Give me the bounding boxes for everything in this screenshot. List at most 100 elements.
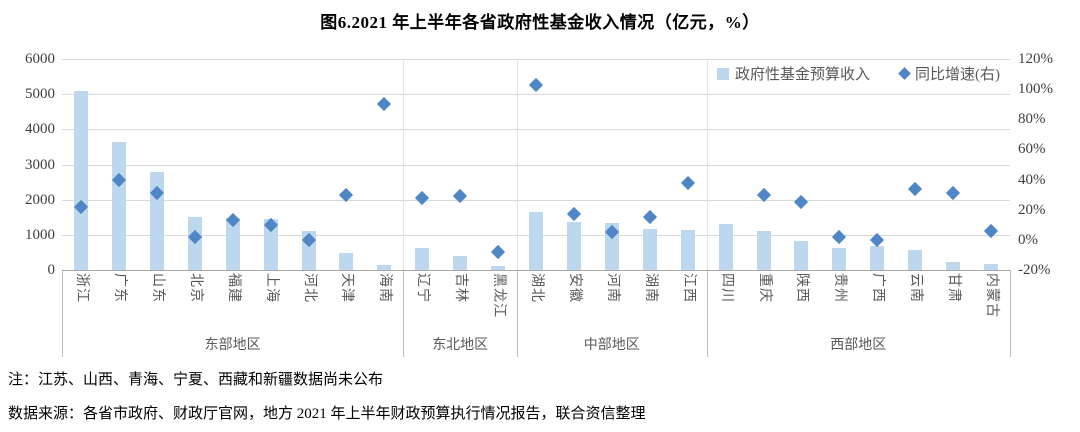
gridline	[62, 59, 1010, 60]
region-separator-plot	[517, 59, 518, 270]
chart-title: 图6.2021 年上半年各省政府性基金收入情况（亿元，%）	[320, 13, 760, 32]
right-axis-tick: 60%	[1018, 141, 1046, 158]
bar	[111, 142, 126, 270]
category-label: 天津	[339, 273, 355, 303]
category-label: 河南	[604, 273, 620, 303]
gridline	[62, 129, 1010, 131]
category-label: 湖北	[529, 273, 544, 303]
region-separator	[517, 270, 518, 357]
bar	[794, 240, 809, 270]
category-label: 内蒙古	[984, 273, 999, 318]
growth-diamond	[566, 207, 581, 222]
gridline	[62, 164, 1010, 166]
legend-item-revenue: 政府性基金预算收入	[716, 63, 870, 84]
bar	[339, 253, 354, 270]
category-label: 甘肃	[946, 273, 962, 303]
growth-diamond	[453, 189, 468, 204]
bar	[946, 261, 961, 270]
bar	[566, 222, 581, 270]
bar	[491, 265, 506, 270]
category-label: 云南	[908, 273, 924, 303]
category-label: 黑龙江	[491, 273, 507, 318]
bar	[263, 219, 278, 270]
region-separator	[403, 270, 405, 357]
right-axis-tick: 120%	[1018, 51, 1053, 67]
category-label: 辽宁	[415, 273, 431, 303]
growth-diamond	[642, 210, 657, 225]
region-label: 中部地区	[583, 338, 640, 353]
growth-diamond	[832, 229, 847, 244]
growth-diamond	[680, 175, 695, 190]
bar	[74, 90, 88, 270]
growth-diamond	[908, 181, 923, 196]
x-axis-line	[62, 270, 1010, 271]
bar	[718, 223, 733, 270]
region-label: 东北地区	[432, 338, 489, 353]
gridline	[62, 199, 1010, 201]
footnote: 注：江苏、山西、青海、宁夏、西藏和新疆数据尚未公布	[8, 372, 384, 388]
right-axis-tick: 20%	[1018, 201, 1046, 218]
diamond-series-swatch-icon	[898, 67, 911, 80]
category-label: 贵州	[832, 273, 848, 303]
bar	[225, 218, 240, 270]
category-label: 广西	[870, 273, 886, 303]
category-label: 河北	[301, 273, 317, 303]
growth-diamond	[946, 186, 961, 201]
bar	[529, 212, 543, 270]
legend-item-growth: 同比增速(右)	[898, 63, 1000, 84]
category-label: 安徽	[566, 273, 582, 303]
right-axis-tick: 100%	[1018, 81, 1053, 98]
region-separator	[62, 270, 63, 357]
category-label: 吉林	[453, 273, 469, 303]
right-axis-tick: 0%	[1018, 231, 1038, 248]
growth-diamond	[377, 97, 392, 112]
bar	[870, 246, 885, 270]
category-label: 海南	[377, 273, 393, 303]
bar-series-swatch-icon	[716, 67, 729, 80]
left-axis-tick: 0	[47, 262, 56, 278]
category-label: 四川	[718, 273, 734, 303]
region-separator	[706, 270, 708, 357]
bar	[377, 264, 392, 270]
legend: 政府性基金预算收入 同比增速(右)	[716, 63, 1000, 84]
bar	[984, 263, 998, 270]
category-label: 福建	[225, 273, 241, 303]
category-label: 江西	[680, 273, 696, 303]
region-separator-plot	[706, 59, 708, 270]
bar	[756, 231, 771, 270]
bar	[832, 247, 847, 270]
gridline	[62, 94, 1010, 96]
right-axis-tick: -20%	[1018, 262, 1051, 278]
category-label: 北京	[187, 273, 203, 303]
right-axis-tick: 80%	[1018, 111, 1046, 128]
bar	[453, 255, 468, 270]
category-label: 山东	[149, 273, 165, 303]
bar	[680, 229, 695, 270]
region-separator-plot	[403, 59, 405, 270]
category-label: 陕西	[794, 273, 810, 303]
source-note: 数据来源：各省市政府、财政厅官网，地方 2021 年上半年财政预算执行情况报告，…	[8, 406, 646, 422]
growth-diamond	[528, 77, 544, 92]
left-axis-tick: 6000	[25, 51, 55, 67]
legend-label-growth: 同比增速(右)	[915, 67, 1000, 83]
region-label: 东部地区	[204, 338, 261, 353]
region-separator	[1010, 270, 1011, 357]
left-axis-tick: 1000	[25, 226, 55, 243]
category-label: 湖南	[642, 273, 658, 303]
left-axis-tick: 5000	[25, 86, 55, 103]
bar	[415, 248, 430, 270]
left-axis-tick: 2000	[25, 191, 55, 208]
category-label: 浙江	[74, 273, 89, 303]
left-axis-tick: 4000	[25, 121, 55, 138]
bar	[642, 229, 657, 270]
region-label: 西部地区	[830, 338, 887, 353]
right-axis-tick: 40%	[1018, 171, 1046, 188]
growth-diamond	[491, 244, 506, 259]
category-label: 广东	[111, 273, 127, 303]
legend-label-revenue: 政府性基金预算收入	[734, 67, 870, 83]
bar	[908, 249, 923, 270]
left-axis-tick: 3000	[25, 156, 55, 173]
growth-diamond	[794, 195, 809, 210]
growth-diamond	[415, 190, 430, 205]
